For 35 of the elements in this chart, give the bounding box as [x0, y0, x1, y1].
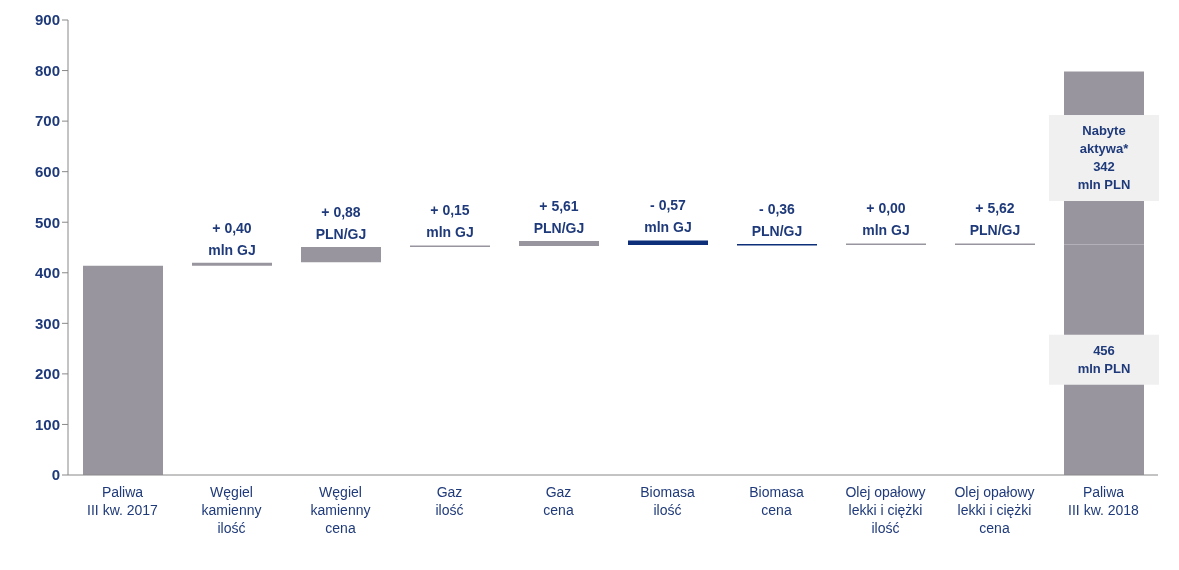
annotation: - 0,36 PLN/GJ — [751, 200, 803, 239]
annotation: + 5,61 PLN/GJ — [533, 197, 585, 236]
y-tick-label: 100 — [34, 415, 60, 433]
bar — [301, 246, 381, 263]
y-tick-label: 800 — [34, 61, 60, 79]
y-tick-label: 0 — [51, 466, 60, 484]
y-tick-label: 900 — [34, 11, 60, 29]
annotation: + 0,40 mln GJ — [208, 219, 256, 258]
data-label: 456 mln PLN — [1077, 342, 1131, 376]
y-tick-label: 600 — [34, 162, 60, 180]
data-label: Nabyte aktywa* 342 mln PLN — [1077, 123, 1131, 193]
annotation: + 5,62 PLN/GJ — [969, 200, 1021, 239]
x-tick-label: Paliwa III kw. 2018 — [1068, 484, 1140, 518]
annotation: - 0,57 mln GJ — [644, 197, 692, 236]
x-tick-label: Olej opałowy lekki i ciężki ilość — [845, 484, 926, 536]
bar — [628, 240, 708, 245]
y-tick-label: 200 — [34, 365, 60, 383]
annotation: + 0,88 PLN/GJ — [315, 203, 367, 242]
x-tick-label: Paliwa III kw. 2017 — [87, 484, 159, 518]
x-tick-label: Biomasa cena — [749, 484, 804, 518]
annotation: + 0,15 mln GJ — [426, 202, 474, 241]
x-tick-label: Gaz cena — [543, 484, 574, 518]
bar — [83, 265, 163, 475]
x-tick-label: Węgiel kamienny ilość — [201, 484, 262, 536]
y-tick-label: 400 — [34, 264, 60, 282]
y-tick-label: 700 — [34, 112, 60, 130]
y-tick-label: 500 — [34, 213, 60, 231]
bar — [192, 262, 272, 266]
x-tick-label: Gaz ilość — [435, 484, 464, 518]
x-tick-label: Biomasa ilość — [640, 484, 695, 518]
x-tick-label: Węgiel kamienny cena — [310, 484, 371, 536]
bar — [519, 240, 599, 246]
y-tick-label: 300 — [34, 314, 60, 332]
annotation: + 0,00 mln GJ — [862, 200, 910, 239]
x-tick-label: Olej opałowy lekki i ciężki cena — [954, 484, 1035, 536]
